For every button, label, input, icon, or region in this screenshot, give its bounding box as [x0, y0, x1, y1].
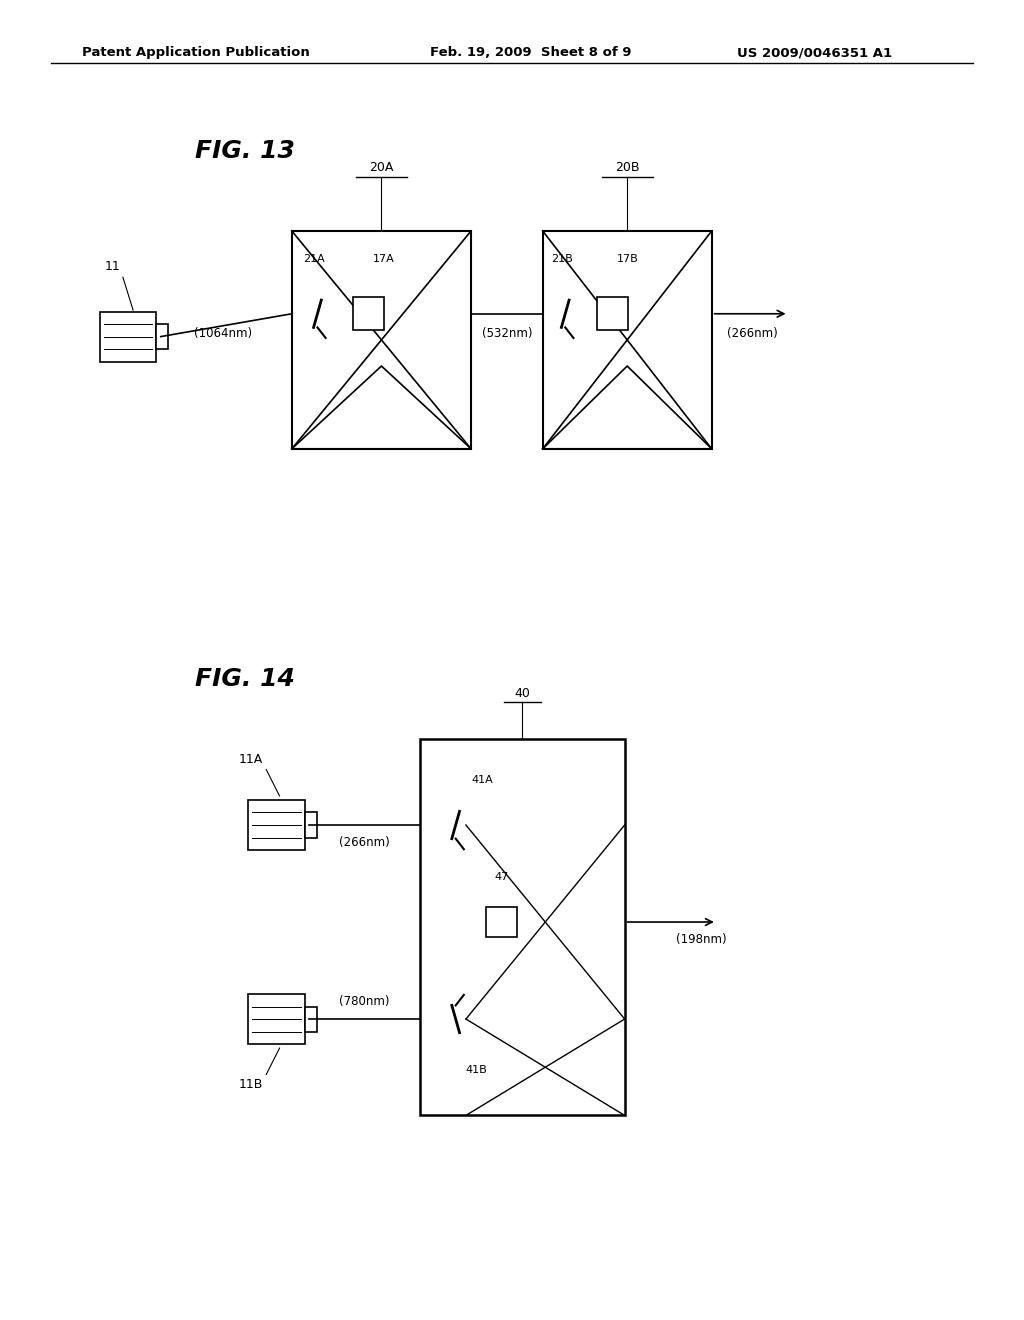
Bar: [305, 1006, 317, 1032]
Bar: [543, 231, 712, 449]
Text: 17A: 17A: [373, 253, 395, 264]
Text: Patent Application Publication: Patent Application Publication: [82, 46, 309, 59]
Bar: [420, 739, 625, 1115]
Text: (198nm): (198nm): [676, 932, 727, 945]
Bar: [305, 812, 317, 838]
Text: 11B: 11B: [239, 1078, 263, 1092]
Text: (532nm): (532nm): [481, 327, 532, 341]
Text: 40: 40: [514, 686, 530, 700]
Bar: [100, 312, 156, 362]
Text: 21B: 21B: [551, 253, 573, 264]
Text: FIG. 13: FIG. 13: [195, 139, 295, 162]
Text: US 2009/0046351 A1: US 2009/0046351 A1: [737, 46, 892, 59]
Text: (780nm): (780nm): [339, 995, 390, 1008]
Bar: [353, 297, 384, 330]
Text: (266nm): (266nm): [727, 327, 778, 341]
Bar: [292, 231, 471, 449]
Text: 11A: 11A: [239, 752, 263, 766]
Text: FIG. 14: FIG. 14: [195, 667, 295, 690]
Text: 11: 11: [104, 260, 121, 273]
Text: 47: 47: [495, 873, 509, 882]
Text: 41A: 41A: [471, 775, 493, 785]
Bar: [249, 994, 305, 1044]
Text: 41B: 41B: [466, 1065, 487, 1076]
Text: (266nm): (266nm): [339, 836, 390, 849]
Text: 20A: 20A: [370, 161, 393, 174]
Text: 20B: 20B: [615, 161, 639, 174]
Bar: [249, 800, 305, 850]
Text: (1064nm): (1064nm): [195, 327, 252, 341]
Text: Feb. 19, 2009  Sheet 8 of 9: Feb. 19, 2009 Sheet 8 of 9: [430, 46, 632, 59]
Bar: [597, 297, 628, 330]
Bar: [156, 323, 168, 348]
Text: 21A: 21A: [303, 253, 326, 264]
Text: 17B: 17B: [616, 253, 639, 264]
Bar: [486, 908, 517, 937]
